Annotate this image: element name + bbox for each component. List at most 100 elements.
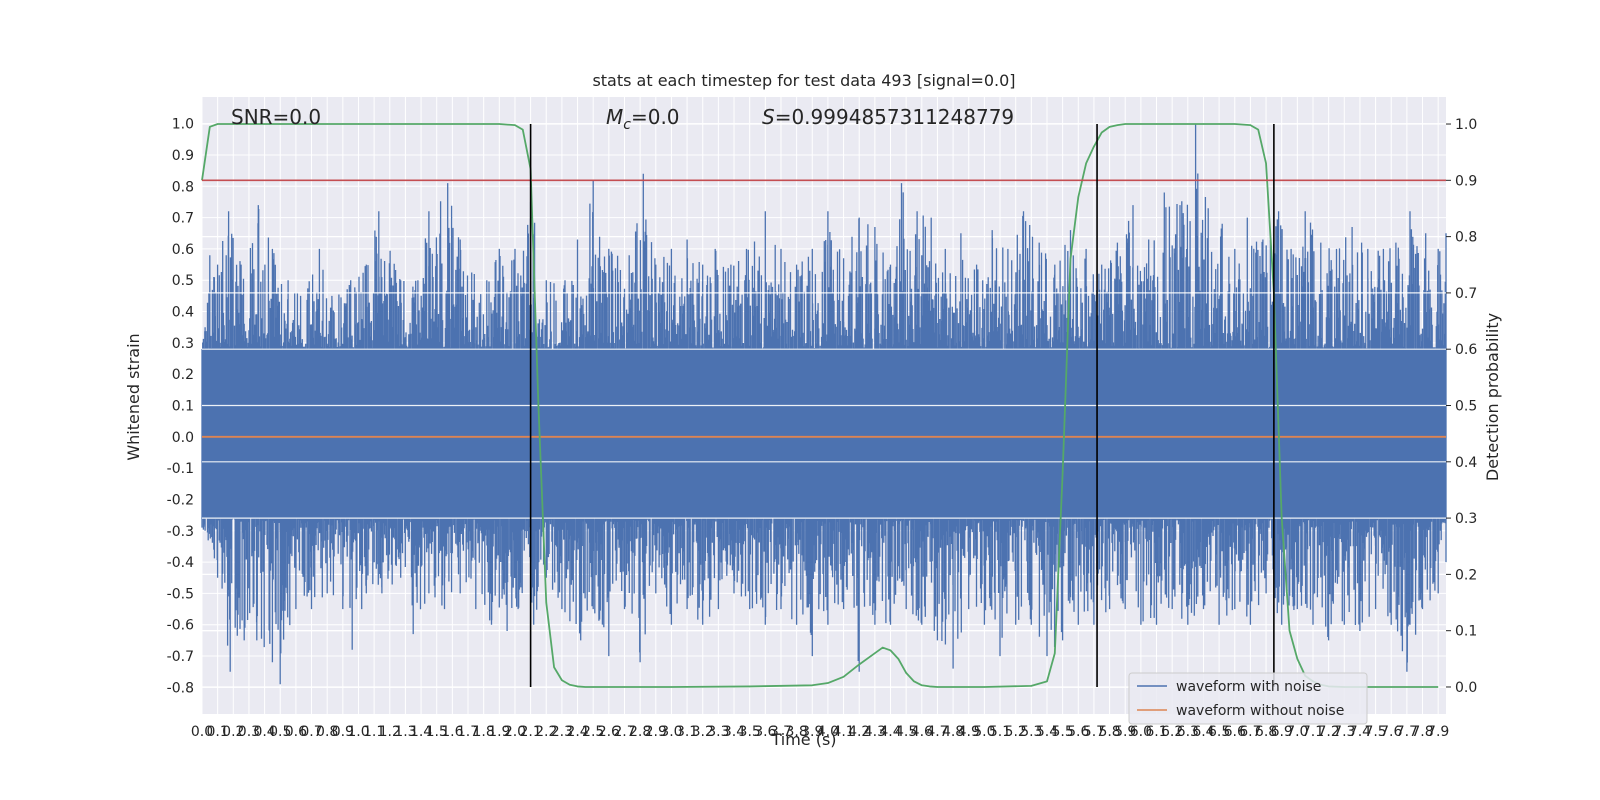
- x-ticks: 0.00.10.20.30.40.50.60.70.80.91.01.11.21…: [191, 724, 1449, 740]
- y-tick-label-right: 0.0: [1455, 680, 1477, 696]
- x-tick-label: 0.6: [285, 724, 307, 740]
- y-tick-label-left: -0.4: [167, 555, 194, 571]
- x-tick-label: 1.0: [347, 724, 369, 740]
- legend-label-clean: waveform without noise: [1176, 703, 1344, 719]
- x-tick-label: 6.7: [1239, 724, 1261, 740]
- x-tick-label: 0.4: [253, 724, 275, 740]
- annotation-snr: SNR=0.0: [231, 105, 321, 129]
- y-tick-label-left: 0.1: [172, 399, 194, 415]
- y-tick-label-left: 0.7: [172, 211, 194, 227]
- y-tick-label-left: 0.8: [172, 179, 194, 195]
- y-tick-label-left: 1.0: [172, 117, 194, 133]
- x-tick-label: 0.3: [238, 724, 260, 740]
- x-tick-label: 0.7: [300, 724, 322, 740]
- x-tick-label: 3.0: [660, 724, 682, 740]
- x-tick-label: 3.4: [723, 724, 745, 740]
- x-tick-label: 4.3: [864, 724, 886, 740]
- x-tick-label: 4.0: [817, 724, 839, 740]
- x-tick-label: 4.6: [911, 724, 933, 740]
- annotation-mc-value: =0.0: [631, 105, 680, 129]
- x-tick-label: 0.5: [269, 724, 291, 740]
- y-tick-label-left: 0.4: [172, 305, 194, 321]
- x-tick-label: 1.1: [363, 724, 385, 740]
- legend: waveform with noise waveform without noi…: [1128, 672, 1368, 725]
- x-tick-label: 4.5: [895, 724, 917, 740]
- x-tick-label: 5.7: [1083, 724, 1105, 740]
- x-tick-label: 1.5: [426, 724, 448, 740]
- x-tick-label: 3.3: [707, 724, 729, 740]
- x-tick-label: 7.5: [1364, 724, 1386, 740]
- legend-box: [1128, 672, 1368, 725]
- x-tick-label: 3.8: [785, 724, 807, 740]
- y-tick-label-right: 0.9: [1455, 173, 1477, 189]
- x-axis-label: Time (s): [770, 730, 836, 749]
- chart-title: stats at each timestep for test data 493…: [592, 71, 1015, 90]
- x-tick-label: 7.8: [1411, 724, 1433, 740]
- y-tick-label-left: -0.2: [167, 492, 194, 508]
- x-tick-label: 6.3: [1177, 724, 1199, 740]
- y-ticks-right: 0.0 0.1 0.2 0.3 0.4 0.5 0.6 0.7 0.8 0.9 1.0: [1446, 117, 1477, 696]
- x-tick-label: 2.6: [598, 724, 620, 740]
- x-tick-label: 5.0: [973, 724, 995, 740]
- x-tick-label: 6.2: [1161, 724, 1183, 740]
- y-tick-label-right: 1.0: [1455, 117, 1477, 133]
- series-waveform-with-noise: [201, 123, 1447, 685]
- x-tick-label: 0.1: [207, 724, 229, 740]
- x-tick-label: 5.9: [1114, 724, 1136, 740]
- x-tick-label: 6.5: [1208, 724, 1230, 740]
- x-tick-label: 4.7: [926, 724, 948, 740]
- x-tick-label: 5.2: [1005, 724, 1027, 740]
- x-tick-label: 0.2: [222, 724, 244, 740]
- x-tick-label: 2.1: [519, 724, 541, 740]
- y-tick-label-right: 0.4: [1455, 455, 1477, 471]
- x-tick-label: 7.6: [1380, 724, 1402, 740]
- x-tick-label: 5.4: [1036, 724, 1058, 740]
- x-tick-label: 3.9: [801, 724, 823, 740]
- x-tick-label: 6.9: [1271, 724, 1293, 740]
- y-axis-label-right: Detection probability: [1483, 313, 1502, 481]
- y-tick-label-left: 0.6: [172, 242, 194, 258]
- x-tick-label: 6.6: [1224, 724, 1246, 740]
- x-tick-label: 0.0: [191, 724, 213, 740]
- y-axis-label-left: Whitened strain: [124, 333, 143, 460]
- x-tick-label: 0.8: [316, 724, 338, 740]
- y-tick-label-right: 0.8: [1455, 230, 1477, 246]
- x-tick-label: 1.8: [473, 724, 495, 740]
- x-tick-label: 6.1: [1145, 724, 1167, 740]
- annotation-s-value: =0.9994857311248779: [775, 105, 1014, 129]
- x-tick-label: 1.2: [379, 724, 401, 740]
- x-tick-label: 6.0: [1130, 724, 1152, 740]
- y-tick-label-left: -0.6: [167, 618, 194, 634]
- annotation-mc: Mc=0.0: [606, 105, 680, 133]
- y-tick-label-left: 0.2: [172, 367, 194, 383]
- x-tick-label: 7.4: [1349, 724, 1371, 740]
- x-tick-label: 1.6: [441, 724, 463, 740]
- y-tick-label-left: 0.5: [172, 273, 194, 289]
- y-tick-label-left: -0.3: [167, 524, 194, 540]
- x-tick-label: 3.5: [739, 724, 761, 740]
- x-tick-label: 5.6: [1067, 724, 1089, 740]
- x-tick-label: 3.7: [770, 724, 792, 740]
- x-tick-label: 2.2: [535, 724, 557, 740]
- y-tick-label-left: -0.8: [167, 680, 194, 696]
- y-tick-label-right: 0.7: [1455, 286, 1477, 302]
- x-tick-label: 2.3: [551, 724, 573, 740]
- x-tick-label: 3.2: [692, 724, 714, 740]
- y-tick-label-left: -0.5: [167, 586, 194, 602]
- x-tick-label: 4.9: [958, 724, 980, 740]
- x-tick-label: 1.9: [488, 724, 510, 740]
- x-tick-label: 2.0: [504, 724, 526, 740]
- noise-trace: [201, 123, 1447, 685]
- x-tick-label: 5.3: [1020, 724, 1042, 740]
- x-tick-label: 4.8: [942, 724, 964, 740]
- x-tick-label: 5.1: [989, 724, 1011, 740]
- x-tick-label: 7.7: [1396, 724, 1418, 740]
- annotation-s-symbol: S: [762, 105, 775, 129]
- y-tick-label-left: 0.3: [172, 336, 194, 352]
- x-tick-label: 2.4: [566, 724, 588, 740]
- annotation-mc-symbol: M: [606, 105, 623, 129]
- annotation-s: S=0.9994857311248779: [762, 105, 1014, 129]
- y-tick-label-left: 0.0: [172, 430, 194, 446]
- x-tick-label: 1.3: [394, 724, 416, 740]
- annotation-mc-sub: c: [623, 117, 631, 133]
